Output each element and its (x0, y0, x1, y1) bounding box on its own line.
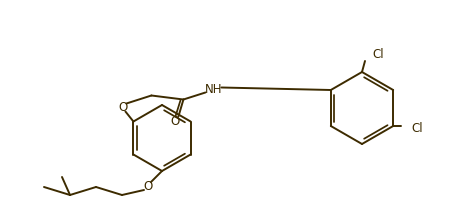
Text: NH: NH (205, 83, 222, 96)
Text: Cl: Cl (372, 48, 384, 61)
Text: O: O (143, 181, 153, 193)
Text: O: O (171, 115, 180, 128)
Text: Cl: Cl (411, 122, 423, 134)
Text: O: O (119, 101, 128, 114)
